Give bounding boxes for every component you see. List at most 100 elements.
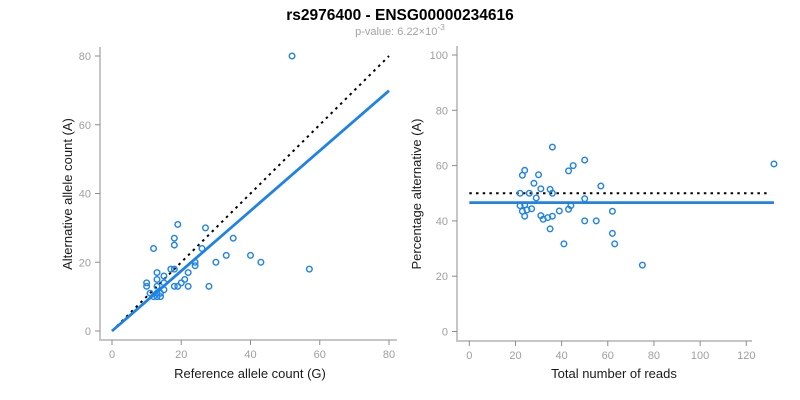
y-tick-label: 80	[436, 105, 448, 117]
y-tick-label: 80	[79, 51, 91, 63]
data-point	[305, 265, 313, 273]
right-plot-xaxis-title: Total number of reads	[551, 366, 677, 381]
data-point	[548, 189, 556, 197]
data-point	[638, 261, 646, 269]
data-point	[537, 185, 545, 193]
data-point	[548, 143, 556, 151]
data-point	[560, 240, 568, 248]
data-point	[146, 289, 154, 297]
x-tick-label: 20	[175, 349, 187, 361]
data-point	[288, 52, 296, 60]
data-point	[581, 195, 589, 203]
right-plot-content	[469, 143, 778, 269]
x-tick-label: 40	[555, 350, 567, 362]
data-point	[581, 156, 589, 164]
data-point	[611, 240, 619, 248]
left-plot: 0 20 40 60 80 0 20 40 60 80 Reference allele coun…	[60, 47, 397, 381]
y-tick-label: 60	[79, 120, 91, 132]
data-point	[150, 244, 158, 252]
data-point	[257, 258, 265, 266]
x-tick-label: 120	[737, 350, 755, 362]
data-point	[153, 282, 161, 290]
data-point	[548, 212, 556, 220]
data-point	[181, 275, 189, 283]
data-point	[222, 251, 230, 259]
data-point	[565, 167, 573, 175]
data-point	[581, 217, 589, 225]
data-point	[528, 205, 536, 213]
data-point	[198, 244, 206, 252]
data-point	[565, 205, 573, 213]
data-point	[160, 272, 168, 280]
data-point	[246, 251, 254, 259]
data-point	[143, 279, 151, 287]
data-point	[770, 160, 778, 168]
data-point	[592, 217, 600, 225]
data-point	[597, 182, 605, 190]
data-point	[535, 171, 543, 179]
data-point	[170, 282, 178, 290]
data-point	[546, 225, 554, 233]
x-tick-label: 80	[383, 349, 395, 361]
fit-line	[111, 89, 390, 333]
data-point	[521, 212, 529, 220]
data-point	[191, 262, 199, 270]
data-point	[608, 229, 616, 237]
data-point	[184, 269, 192, 277]
x-tick-label: 60	[602, 350, 614, 362]
data-point	[177, 279, 185, 287]
data-point	[184, 282, 192, 290]
x-tick-label: 0	[109, 349, 115, 361]
left-plot-yaxis-title: Alternative allele count (A)	[60, 118, 75, 270]
y-tick-label: 40	[436, 216, 448, 228]
y-tick-label: 0	[85, 326, 91, 338]
data-point	[170, 241, 178, 249]
x-tick-label: 100	[691, 350, 709, 362]
data-point	[516, 189, 524, 197]
data-point	[608, 207, 616, 215]
y-tick-label: 0	[442, 327, 448, 339]
data-point	[174, 220, 182, 228]
y-tick-label: 100	[430, 50, 448, 62]
data-point	[170, 265, 178, 273]
data-point	[523, 206, 531, 214]
x-tick-label: 40	[244, 349, 256, 361]
figure-subtitle: p-value: 6.22×10-3	[355, 22, 445, 38]
data-point	[143, 282, 151, 290]
data-point	[212, 258, 220, 266]
data-point	[569, 162, 577, 170]
data-point	[532, 194, 540, 202]
data-point	[229, 234, 237, 242]
right-plot-yaxis-title: Percentage alternative (A)	[409, 118, 424, 269]
left-plot-axes: 0 20 40 60 80 0 20 40 60 80	[79, 47, 397, 361]
y-tick-label: 40	[79, 189, 91, 201]
data-point	[201, 224, 209, 232]
x-tick-label: 0	[466, 350, 472, 362]
y-tick-label: 60	[436, 161, 448, 173]
data-point	[156, 289, 164, 297]
data-point	[153, 269, 161, 277]
data-point	[555, 207, 563, 215]
data-point	[516, 202, 524, 210]
data-point	[156, 293, 164, 301]
y-tick-label: 20	[436, 271, 448, 283]
left-plot-xaxis-title: Reference allele count (G)	[174, 366, 326, 381]
data-point	[153, 293, 161, 301]
right-plot-axes: 0 20 40 60 80 100 120 0 20 40 60 80 100	[430, 46, 755, 362]
data-point	[167, 265, 175, 273]
data-point	[150, 293, 158, 301]
left-plot-content	[111, 52, 390, 333]
x-tick-label: 20	[509, 350, 521, 362]
data-point	[518, 171, 526, 179]
data-point	[525, 189, 533, 197]
identity-line	[111, 55, 390, 332]
data-point	[160, 279, 168, 287]
data-point	[153, 289, 161, 297]
x-tick-label: 80	[648, 350, 660, 362]
data-point	[530, 179, 538, 187]
y-tick-label: 20	[79, 257, 91, 269]
data-point	[153, 275, 161, 283]
data-point	[174, 282, 182, 290]
right-plot: 0 20 40 60 80 100 120 0 20 40 60 80 100 Total number…	[409, 46, 778, 381]
